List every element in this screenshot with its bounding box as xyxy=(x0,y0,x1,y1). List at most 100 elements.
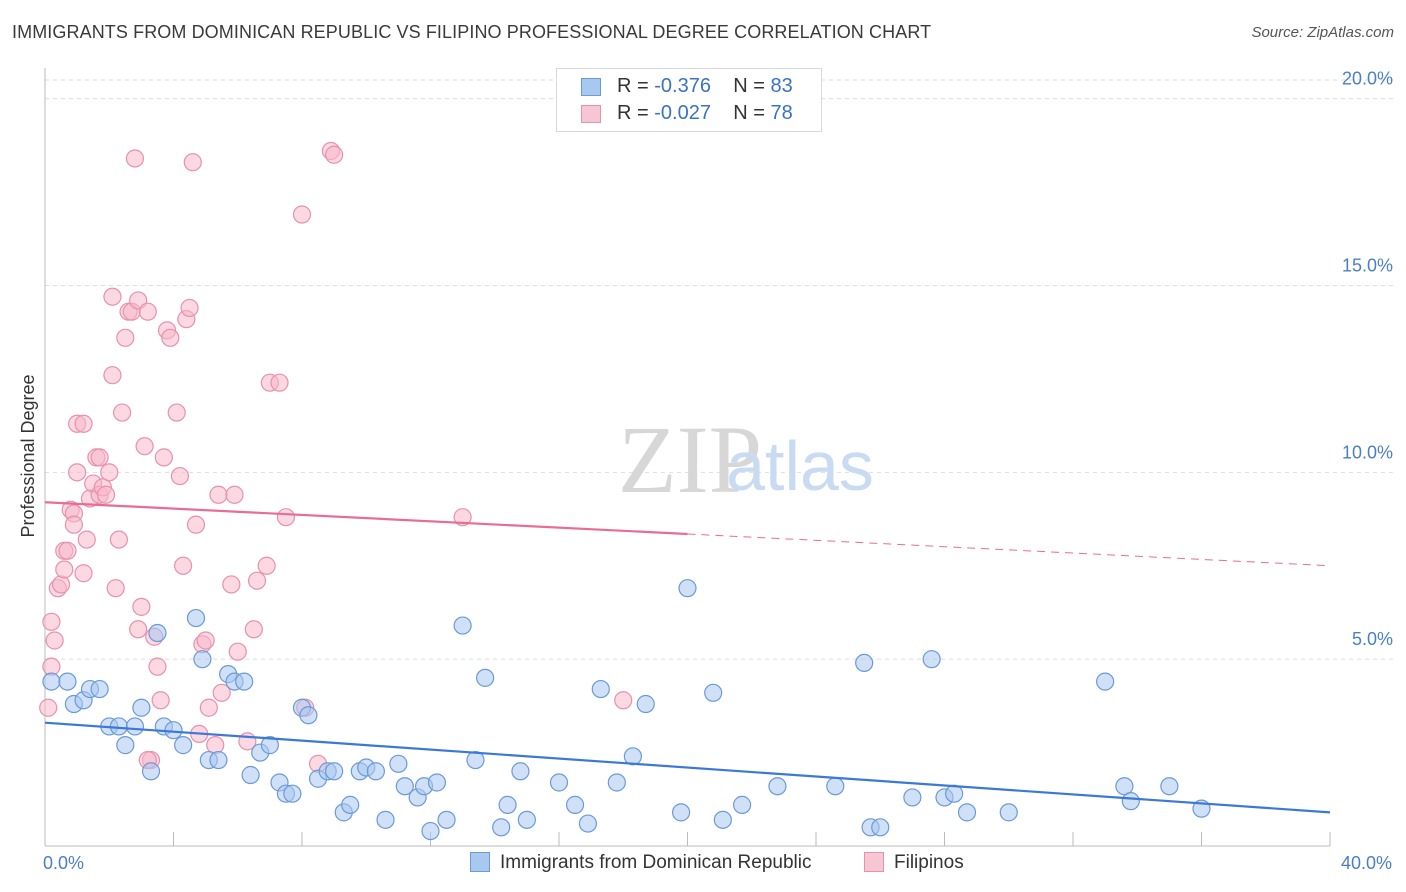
dominican-point xyxy=(671,803,691,822)
filipino-point xyxy=(68,463,87,482)
filipino-point xyxy=(42,612,61,631)
dominican-point xyxy=(492,818,511,837)
dominican-point xyxy=(549,773,569,792)
y-tick-label: 5.0% xyxy=(1352,629,1393,649)
filipino-point xyxy=(222,575,241,594)
filipino-point xyxy=(132,597,151,616)
filipino-point xyxy=(74,414,93,433)
filipino-point xyxy=(151,691,170,710)
bottom-legend-swatch-blue xyxy=(470,852,490,872)
dominican-points xyxy=(42,579,1211,841)
y-tick-label: 20.0% xyxy=(1342,69,1393,89)
legend-swatch-blue xyxy=(581,78,601,96)
bottom-legend-swatch-pink xyxy=(864,852,884,872)
filipino-point xyxy=(228,642,247,661)
legend-pink-n-label: N = xyxy=(733,102,765,124)
source-label: Source: ZipAtlas.com xyxy=(1251,24,1394,41)
y-axis-title: Professional Degree xyxy=(18,374,38,537)
dominican-point xyxy=(768,777,787,796)
filipino-point xyxy=(112,403,132,422)
filipino-point xyxy=(45,631,64,650)
dominican-point xyxy=(498,795,517,814)
dominican-point xyxy=(437,810,456,829)
filipino-point xyxy=(106,579,125,598)
y-tick-labels: 5.0% 10.0% 15.0% 20.0% xyxy=(1342,69,1393,649)
dominican-point xyxy=(578,814,598,833)
dominican-point xyxy=(366,762,385,781)
dominican-point xyxy=(511,762,530,781)
dominican-point xyxy=(1096,672,1115,691)
dominican-point xyxy=(235,672,254,691)
dominican-point xyxy=(116,736,135,755)
dominican-point xyxy=(903,788,922,807)
dominican-point xyxy=(376,810,395,829)
x-tick-labels: 0.0% 40.0% xyxy=(43,853,1392,873)
dominican-point xyxy=(299,706,318,725)
dominican-point xyxy=(42,672,61,691)
filipino-point xyxy=(183,153,202,172)
filipinos-points xyxy=(39,141,633,773)
axes xyxy=(44,68,1331,847)
filipino-point xyxy=(257,556,276,575)
filipino-point xyxy=(244,620,263,639)
dominican-point xyxy=(283,784,302,803)
dominican-point xyxy=(209,750,228,770)
filipino-point xyxy=(90,448,109,467)
filipino-point xyxy=(167,403,186,422)
dominican-point xyxy=(999,803,1018,822)
dominican-point xyxy=(389,754,408,773)
dominican-point xyxy=(591,679,610,699)
x-tick-label: 40.0% xyxy=(1341,853,1392,873)
filipino-point xyxy=(51,575,71,594)
filipino-point xyxy=(292,205,312,224)
dominican-point xyxy=(427,773,447,792)
legend-swatch-pink xyxy=(581,105,601,123)
filipino-point xyxy=(209,485,228,504)
y-tick-label: 10.0% xyxy=(1342,442,1393,462)
filipino-point xyxy=(276,508,296,527)
legend-blue-n-value: 83 xyxy=(770,75,793,97)
filipino-point xyxy=(212,683,231,702)
filipino-point xyxy=(109,530,128,549)
filipino-point xyxy=(58,541,77,560)
dominican-point xyxy=(733,795,752,814)
dominican-trend-line xyxy=(44,721,1331,814)
filipino-point xyxy=(138,302,157,321)
legend-pink-n-value: 78 xyxy=(770,102,793,124)
dominican-point xyxy=(395,777,414,796)
dominican-point xyxy=(1160,777,1179,796)
dominican-point xyxy=(260,736,279,755)
dominican-point xyxy=(957,803,977,822)
filipino-point xyxy=(170,466,190,486)
dominican-point xyxy=(678,579,697,598)
dominican-point xyxy=(174,736,193,755)
dominican-point xyxy=(453,616,472,635)
dominican-point xyxy=(241,765,260,785)
legend-pink-r-value: -0.027 xyxy=(654,102,711,124)
dominican-point xyxy=(476,668,495,687)
filipino-point xyxy=(103,366,122,385)
filipino-point xyxy=(225,485,244,504)
dominican-point xyxy=(58,672,77,691)
bottom-legend-pink-label: Filipinos xyxy=(894,852,964,873)
dominican-point xyxy=(607,773,626,792)
filipino-point xyxy=(247,571,267,590)
filipino-point xyxy=(64,515,84,534)
filipino-point xyxy=(74,564,93,583)
filipino-point xyxy=(180,298,199,318)
dominican-point xyxy=(148,623,167,643)
filipino-point xyxy=(55,560,74,579)
trend-lines xyxy=(44,501,1331,814)
filipino-point xyxy=(614,691,633,710)
filipino-point xyxy=(199,698,218,717)
legend-blue-r-value: -0.376 xyxy=(654,75,711,97)
filipino-point xyxy=(100,463,119,482)
filipino-point xyxy=(270,373,289,392)
grid-lines xyxy=(45,79,1395,660)
dominican-point xyxy=(421,821,440,841)
filipino-point xyxy=(186,515,206,534)
dominican-point xyxy=(826,777,845,796)
filipinos-trend-line xyxy=(44,501,688,536)
filipino-point xyxy=(148,657,167,676)
filipino-point xyxy=(453,508,472,527)
